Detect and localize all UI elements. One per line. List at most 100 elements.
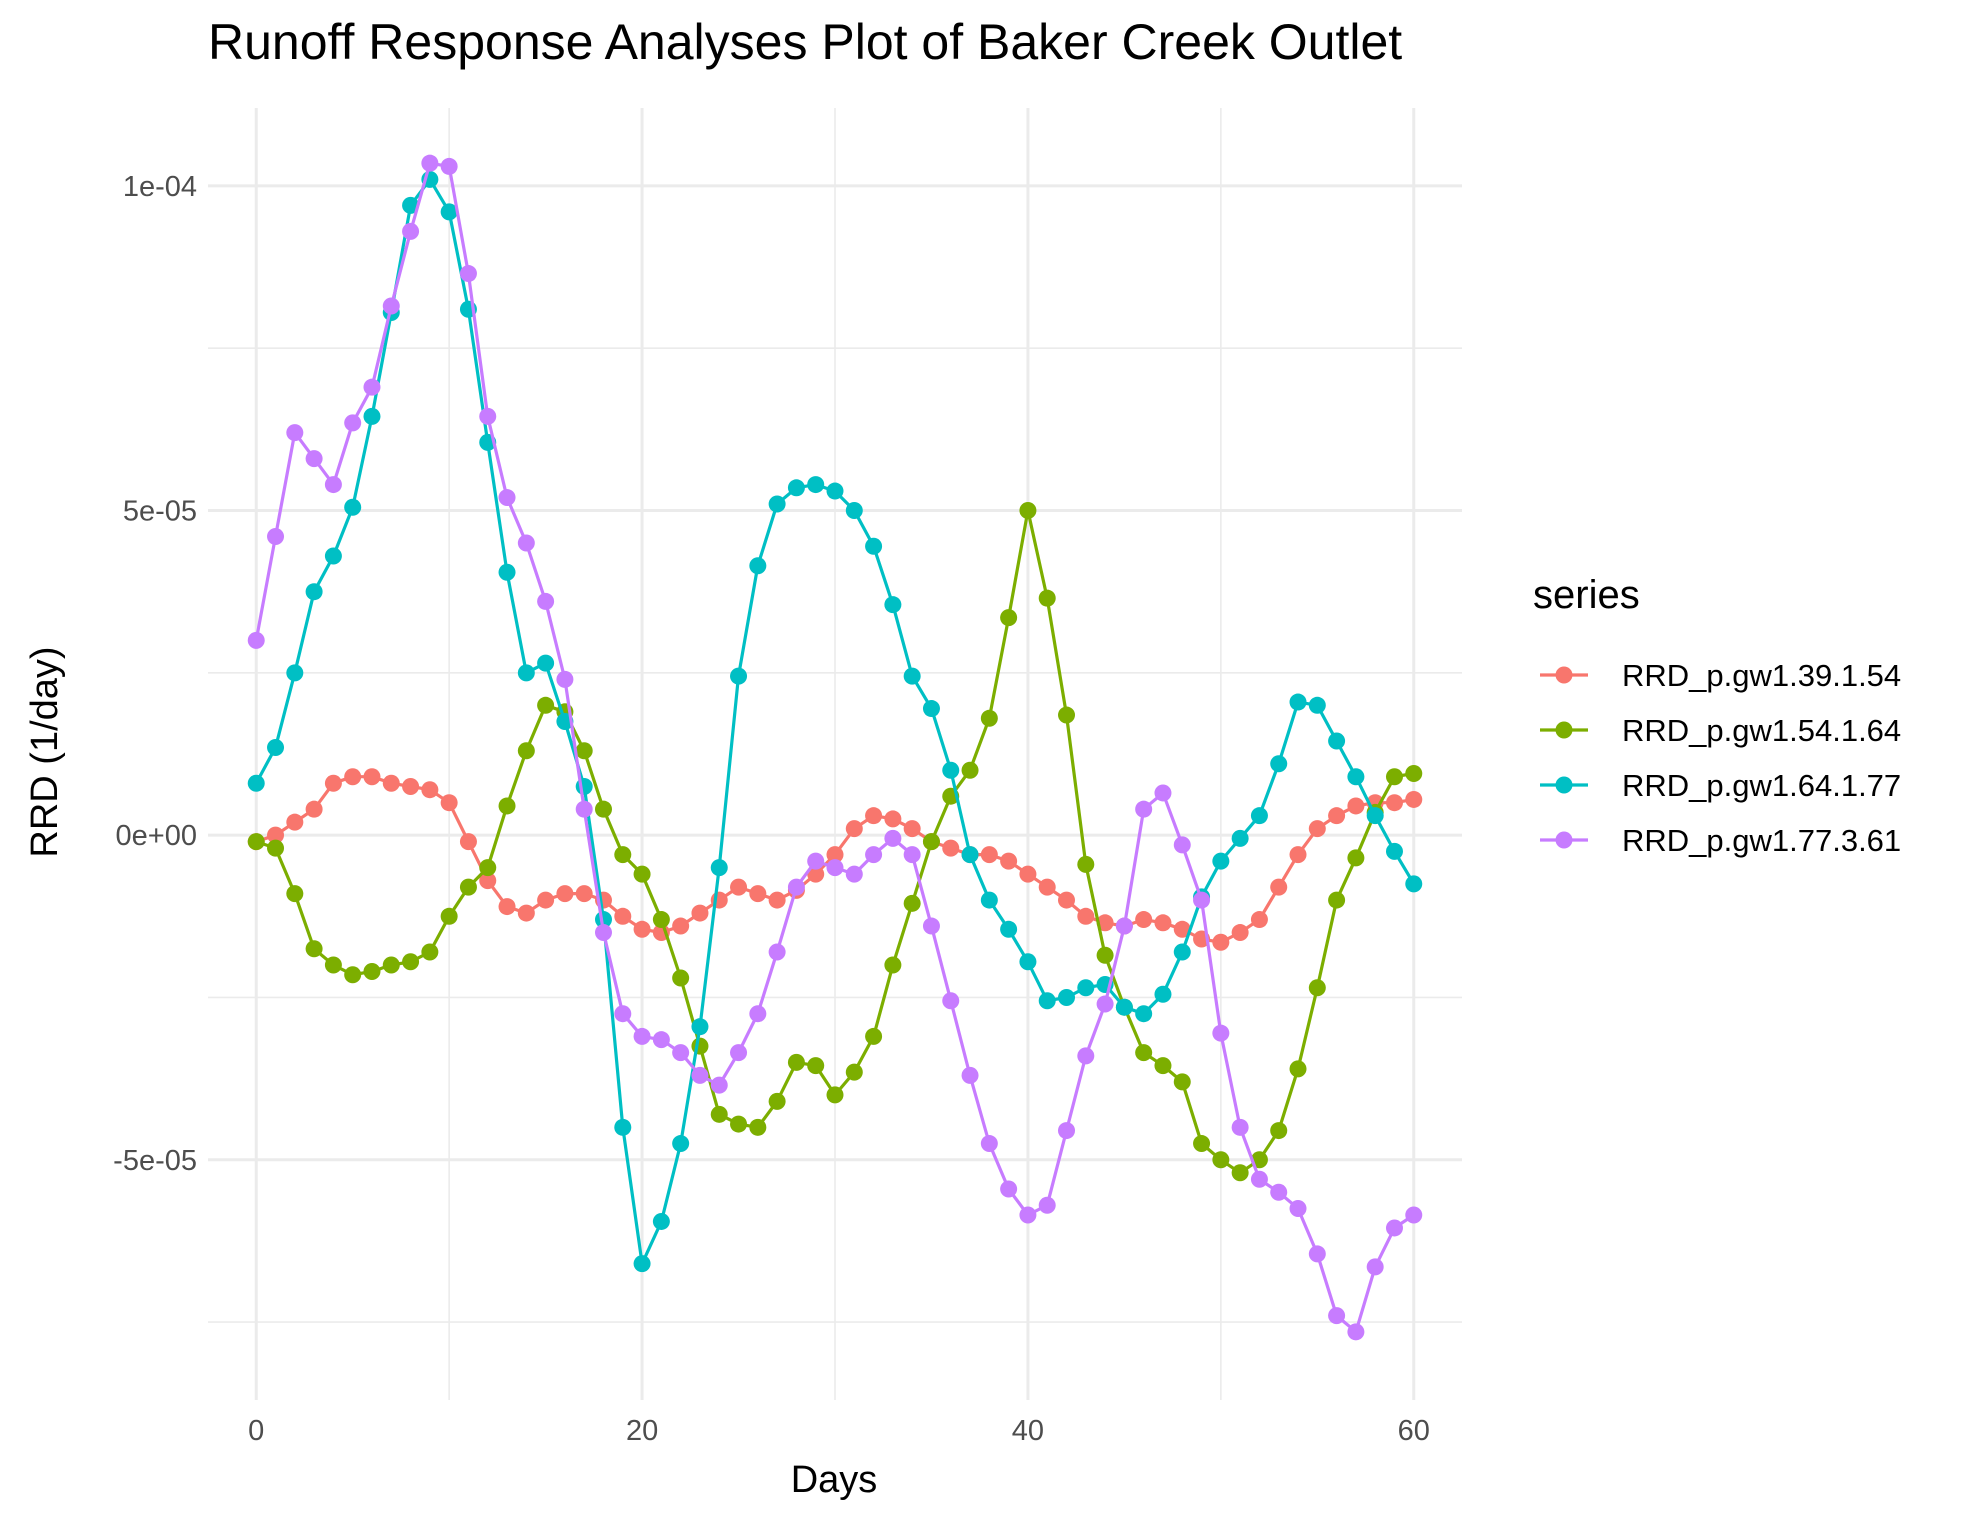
data-point [1038, 992, 1056, 1010]
data-point [402, 953, 420, 971]
data-point [344, 966, 362, 984]
data-point [498, 489, 516, 507]
data-point [672, 1135, 690, 1153]
data-point [730, 878, 748, 896]
data-point [807, 1057, 825, 1075]
data-point [884, 829, 902, 847]
data-point [1270, 755, 1288, 773]
data-point [479, 872, 497, 890]
data-point [1173, 920, 1191, 938]
data-point [1289, 846, 1307, 864]
data-point [961, 761, 979, 779]
data-point [498, 898, 516, 916]
legend-label: RRD_p.gw1.77.3.61 [1622, 823, 1901, 858]
x-tick-label: 0 [248, 1415, 264, 1447]
data-point [1173, 1073, 1191, 1091]
data-point [421, 781, 439, 799]
data-point [1019, 953, 1037, 971]
data-point [807, 476, 825, 494]
data-point [807, 852, 825, 870]
data-point [1289, 1060, 1307, 1078]
series-3 [247, 170, 1423, 1273]
data-point [1019, 865, 1037, 883]
data-point [730, 667, 748, 685]
data-point [1328, 807, 1346, 825]
data-point [286, 885, 304, 903]
data-point [980, 846, 998, 864]
data-point [247, 774, 265, 792]
data-point [768, 943, 786, 961]
data-point [845, 820, 863, 838]
data-point [1096, 995, 1114, 1013]
y-tick-label: 5e-05 [123, 496, 197, 528]
data-point [305, 800, 323, 818]
data-point [556, 885, 574, 903]
legend-items: RRD_p.gw1.39.1.54 RRD_p.gw1.54.1.64 RRD_p.… [1540, 658, 1901, 858]
y-tick-label: -5e-05 [113, 1145, 197, 1177]
data-point [614, 1118, 632, 1136]
data-point [402, 222, 420, 240]
data-point [247, 631, 265, 649]
data-point [363, 962, 381, 980]
data-point [1154, 1057, 1172, 1075]
data-point [787, 878, 805, 896]
data-point [768, 495, 786, 513]
data-point [768, 1092, 786, 1110]
data-point [382, 297, 400, 315]
data-point [1135, 911, 1153, 929]
data-point [267, 839, 285, 857]
data-point [479, 407, 497, 425]
data-point [1231, 1164, 1249, 1182]
data-point [730, 1044, 748, 1062]
data-point [1000, 852, 1018, 870]
data-point [807, 865, 825, 883]
data-point [1000, 609, 1018, 627]
data-point [363, 407, 381, 425]
data-point [1077, 907, 1095, 925]
data-point [1270, 878, 1288, 896]
data-point [922, 700, 940, 718]
data-point [942, 761, 960, 779]
data-point [845, 502, 863, 520]
data-point [575, 800, 593, 818]
data-point [1385, 794, 1403, 812]
data-point [1115, 917, 1133, 935]
data-point [1173, 943, 1191, 961]
legend: series RRD_p.gw1.39.1.54 RRD_p.gw1.54.1.6… [1533, 573, 1901, 858]
data-point [286, 664, 304, 682]
data-point [1173, 836, 1191, 854]
data-point [575, 885, 593, 903]
data-point [344, 414, 362, 432]
legend-key-point [1555, 776, 1573, 794]
data-point [1135, 1005, 1153, 1023]
data-point [1231, 1118, 1249, 1136]
data-point [1270, 1183, 1288, 1201]
series-2 [247, 502, 1423, 1182]
data-point [1077, 979, 1095, 997]
legend-key-point [1555, 721, 1573, 739]
data-point [787, 1053, 805, 1071]
data-point [1385, 768, 1403, 786]
data-point [903, 667, 921, 685]
data-point [1347, 1323, 1365, 1341]
data-point [344, 498, 362, 516]
data-point [672, 1044, 690, 1062]
data-point [1212, 1024, 1230, 1042]
data-point [594, 800, 612, 818]
data-point [1250, 911, 1268, 929]
data-point [1115, 998, 1133, 1016]
data-point [324, 476, 342, 494]
series-4 [247, 154, 1423, 1341]
data-point [1405, 764, 1423, 782]
data-point [324, 956, 342, 974]
data-point [1096, 914, 1114, 932]
data-point [1405, 790, 1423, 808]
data-point [1328, 1307, 1346, 1325]
x-axis-title: Days [791, 1459, 878, 1501]
data-point [1347, 797, 1365, 815]
data-point [826, 1086, 844, 1104]
data-point [1038, 878, 1056, 896]
data-point [267, 739, 285, 757]
data-point [1328, 732, 1346, 750]
data-point [575, 742, 593, 760]
